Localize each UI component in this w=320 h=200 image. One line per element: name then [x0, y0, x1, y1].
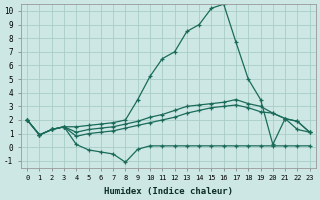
X-axis label: Humidex (Indice chaleur): Humidex (Indice chaleur) — [104, 187, 233, 196]
